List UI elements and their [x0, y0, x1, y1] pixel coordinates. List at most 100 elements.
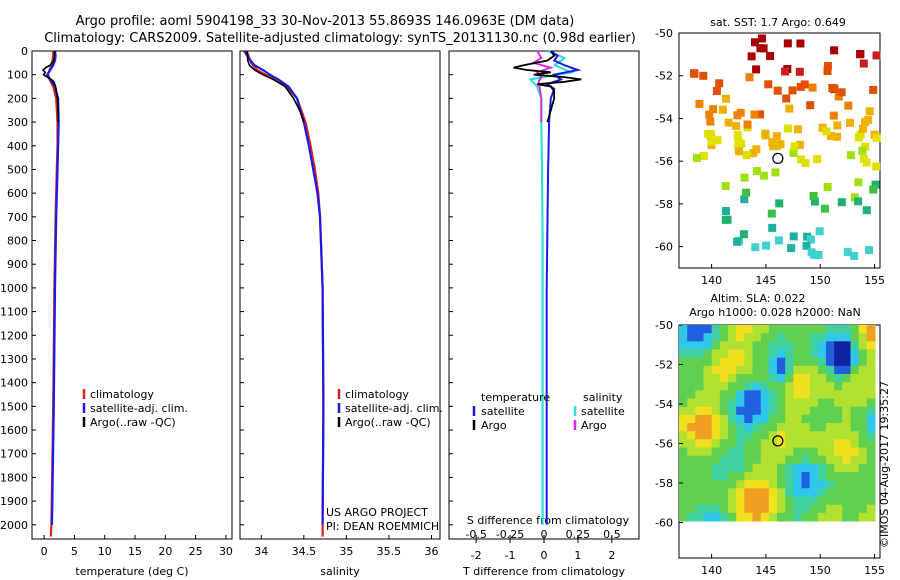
sla-cell: [760, 414, 770, 424]
sla-cell: [817, 365, 827, 375]
sla-cell: [858, 496, 868, 506]
sla-cell: [736, 414, 745, 424]
salinity-satellite-diff-line: [528, 49, 575, 525]
sla-cell: [866, 406, 876, 416]
sst-pixel: [771, 168, 780, 177]
sla-cell: [768, 406, 778, 416]
sla-cell: [842, 463, 851, 473]
sla-cell: [834, 398, 843, 408]
salinity-tick-label: 35.5: [377, 545, 402, 558]
sla-cell: [850, 431, 860, 440]
salinity-legend-entry: satellite-adj. clim.: [345, 402, 443, 415]
sla-cell: [728, 406, 737, 416]
figure-title-line2: Climatology: CARS2009. Satellite-adjuste…: [44, 31, 636, 46]
sla-cell: [817, 512, 827, 522]
sla-cell: [703, 398, 713, 408]
sla-cell: [793, 472, 802, 481]
sla-cell: [785, 390, 794, 399]
s-diff-tick-label: 0.25: [566, 528, 591, 541]
sla-cell: [728, 333, 737, 342]
sla-cell: [760, 455, 770, 465]
sla-cell: [728, 382, 737, 391]
sla-cell: [793, 496, 802, 506]
sst-lon-tick-label: 150: [810, 274, 831, 287]
sst-pixel: [762, 241, 771, 250]
sla-cell: [826, 455, 835, 465]
sla-cell: [834, 382, 843, 391]
sla-cell: [801, 398, 811, 408]
sla-cell: [809, 463, 819, 473]
sla-cell: [858, 480, 868, 489]
sla-cell: [801, 374, 811, 383]
sla-cell: [793, 325, 802, 334]
sla-cell: [736, 374, 745, 383]
sla-cell: [760, 488, 770, 497]
sla-cell: [842, 390, 851, 399]
sla-cell: [834, 414, 843, 424]
sla-cell: [744, 472, 753, 481]
sla-cell: [826, 480, 835, 489]
sla-cell: [801, 463, 811, 473]
sla-cell: [768, 447, 778, 457]
sla-cell: [711, 349, 721, 359]
sla-cell: [687, 341, 696, 350]
sla-cell: [719, 447, 729, 457]
sst-pixel: [810, 197, 819, 206]
sla-cell: [842, 488, 851, 497]
sla-cell: [760, 349, 770, 359]
sla-cell: [834, 325, 843, 334]
sla-cell: [719, 341, 729, 350]
sla-cell: [768, 423, 778, 432]
sla-cell: [736, 406, 745, 416]
sst-pixel: [783, 124, 792, 133]
sst-pixel: [809, 192, 818, 200]
sla-cell: [703, 357, 713, 367]
sla-cell: [768, 504, 778, 514]
sla-cell: [850, 390, 860, 399]
sla-lat-tick-label: -60: [655, 516, 673, 529]
temperature-legend-entry: Argo(..raw -QC): [90, 416, 176, 429]
sla-cell: [817, 398, 827, 408]
sla-cell: [695, 365, 704, 375]
sla-cell: [687, 398, 696, 408]
salinity-panel-frame: [239, 50, 441, 540]
sst-pixel: [723, 215, 732, 224]
sla-cell: [817, 333, 827, 342]
sla-cell: [711, 333, 721, 342]
t-diff-tick-label: -2: [471, 549, 482, 562]
sla-cell: [817, 439, 827, 448]
sla-cell: [703, 365, 713, 375]
sla-cell: [785, 512, 794, 522]
sla-cell: [866, 480, 876, 489]
sla-cell: [695, 357, 704, 367]
sla-cell: [760, 325, 770, 334]
sla-cell: [752, 512, 762, 522]
sla-cell: [793, 398, 802, 408]
sla-cell: [777, 480, 786, 489]
sla-cell: [687, 447, 696, 457]
temperature-legend-entry: satellite-adj. clim.: [90, 402, 188, 415]
sla-cell: [679, 333, 688, 342]
salinity-satellite-line: [243, 50, 325, 525]
sla-cell: [711, 472, 721, 481]
sla-cell: [834, 480, 843, 489]
sla-cell: [679, 463, 688, 473]
sla-cell: [768, 374, 778, 383]
sla-cell: [703, 349, 713, 359]
sla-cell: [834, 374, 843, 383]
sla-cell: [866, 398, 876, 408]
sla-cell: [703, 423, 713, 432]
sla-cell: [866, 512, 876, 522]
sla-cell: [866, 439, 876, 448]
sla-lon-tick-label: 155: [864, 564, 885, 577]
sla-cell: [711, 325, 721, 334]
sst-pixel: [850, 251, 859, 260]
sla-cell: [777, 357, 786, 367]
sla-cell: [679, 472, 688, 481]
sla-cell: [736, 480, 745, 489]
sla-cell: [777, 341, 786, 350]
sla-cell: [695, 496, 704, 506]
sla-cell: [834, 390, 843, 399]
sst-pixel: [733, 237, 742, 246]
sla-cell: [719, 423, 729, 432]
